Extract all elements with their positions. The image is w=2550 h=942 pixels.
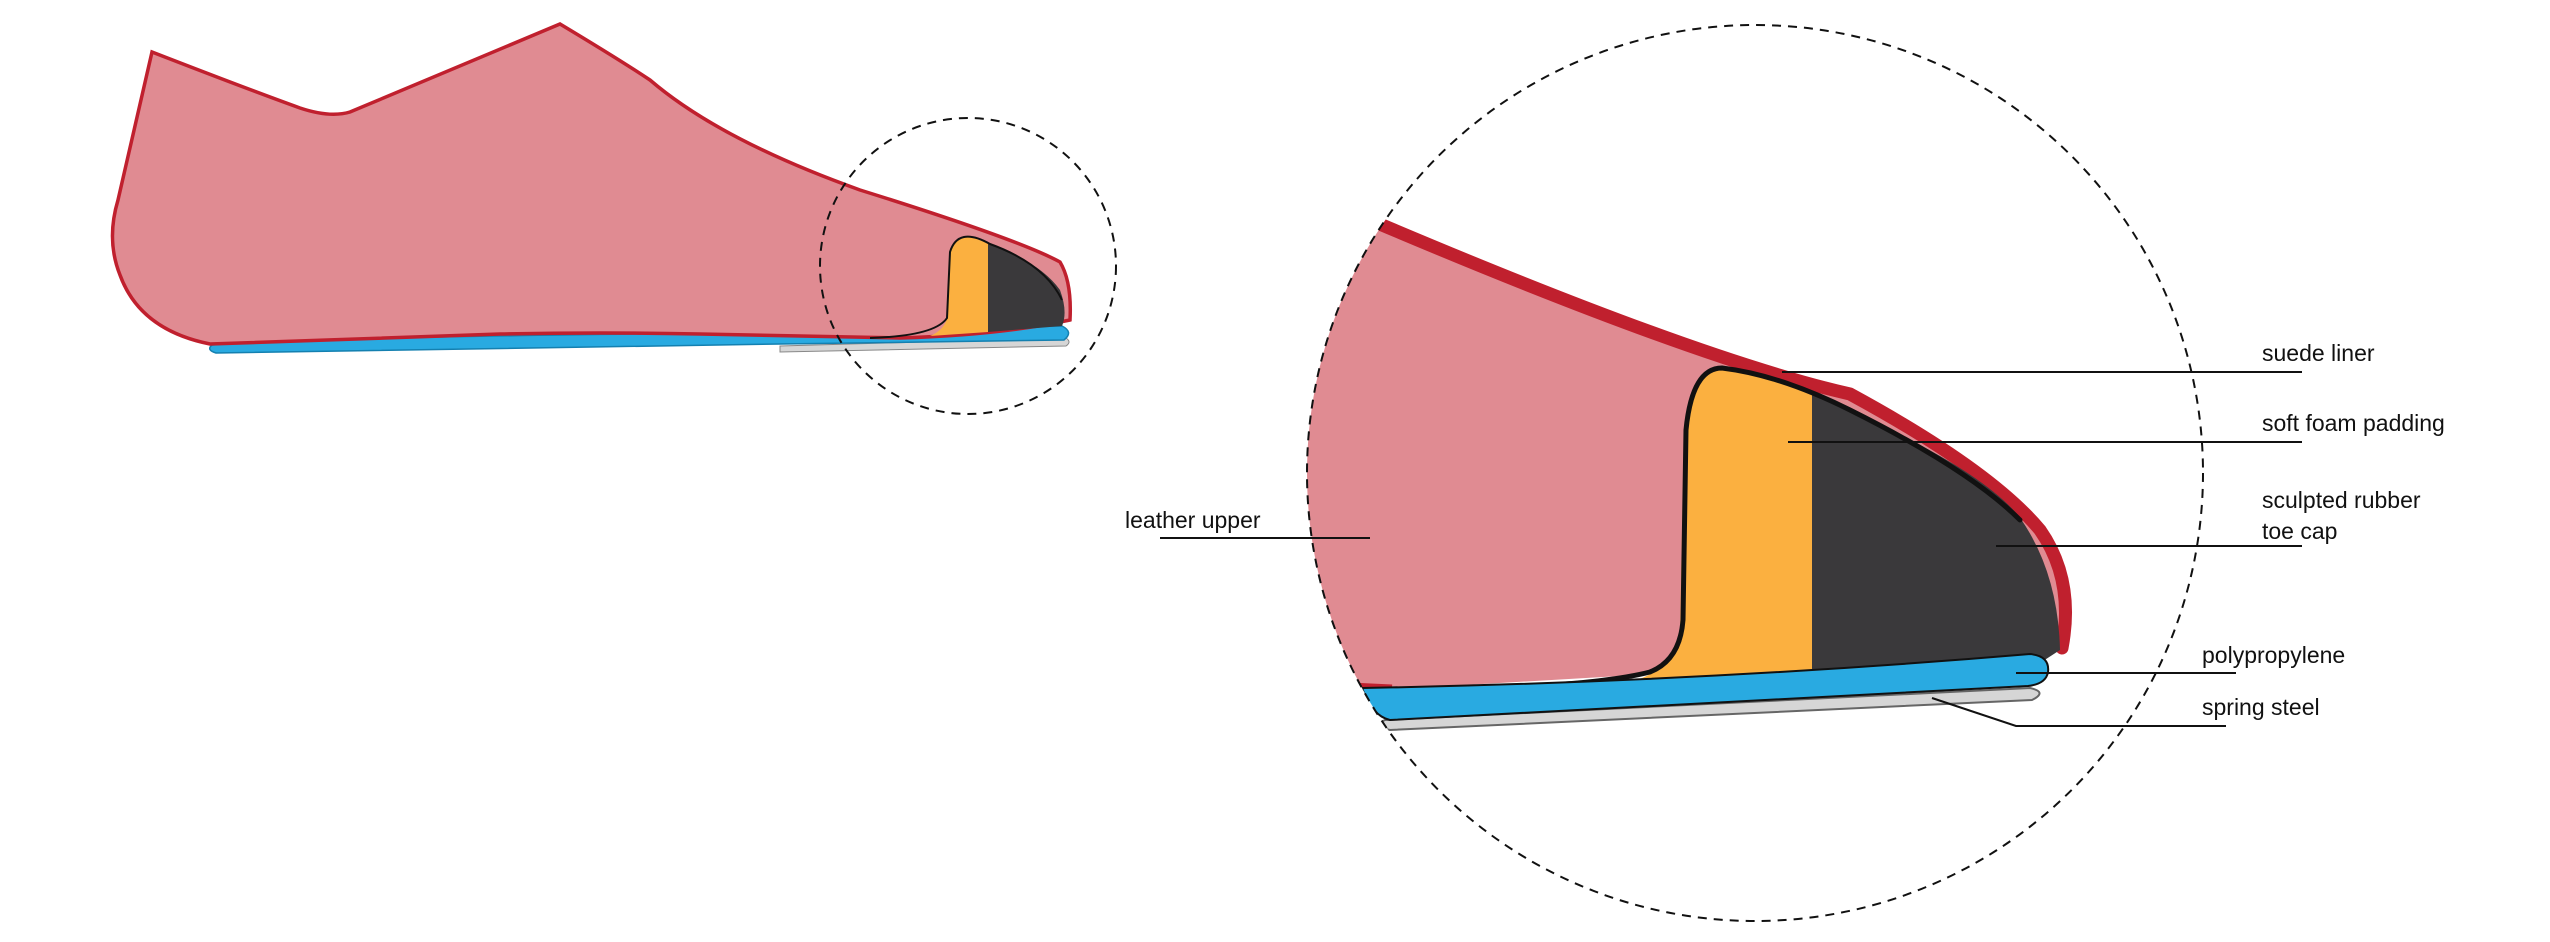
overview-suede-liner: [869, 235, 1063, 339]
zoom-polypropylene-sole: [1360, 652, 2050, 722]
overview-zoom-circle: [819, 117, 1117, 415]
leader-lines: [1160, 371, 2302, 727]
label-suede-liner: suede liner: [2262, 340, 2375, 366]
zoom-foam-padding: [1630, 368, 1812, 682]
overview-shoe: [110, 22, 1117, 415]
labels: suede liner soft foam padding sculpted r…: [1125, 340, 2445, 720]
overview-foam-padding: [930, 237, 988, 336]
overview-leather-upper: [110, 22, 1073, 346]
label-sculpted-rubber-line1: sculpted rubber: [2262, 487, 2421, 513]
zoom-rubber-toe-cap: [1812, 395, 2060, 672]
label-polypropylene: polypropylene: [2202, 642, 2345, 668]
label-sculpted-rubber-line2: toe cap: [2262, 518, 2337, 544]
label-soft-foam-padding: soft foam padding: [2262, 410, 2445, 436]
overview-rubber-toe-cap: [988, 244, 1065, 332]
leader-spring-steel: [1931, 697, 2226, 727]
label-spring-steel: spring steel: [2202, 694, 2320, 720]
zoom-circle: [1306, 24, 2204, 922]
label-leather-upper: leather upper: [1125, 507, 1261, 533]
zoomed-detail: [1306, 24, 2204, 922]
zoom-leather-upper-edge: [1368, 215, 2072, 655]
